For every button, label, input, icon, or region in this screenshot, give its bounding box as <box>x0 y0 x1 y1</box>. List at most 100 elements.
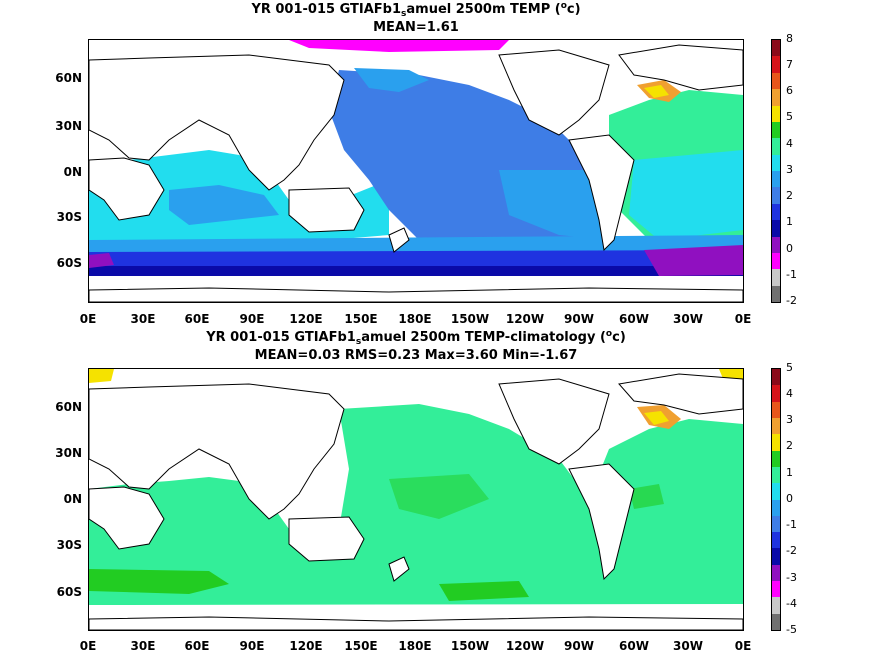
panel2-colorbar-label: 1 <box>786 466 793 479</box>
panel1-x-label: 180E <box>398 312 432 326</box>
panel1-y-label: 60N <box>55 71 82 85</box>
panel1-x-label: 60W <box>619 312 649 326</box>
panel1-x-label: 0E <box>734 312 752 326</box>
colorbar-segment <box>772 548 780 565</box>
panel1-y-label: 0N <box>63 165 82 179</box>
colorbar-segment <box>772 515 780 533</box>
colorbar-segment <box>772 401 780 418</box>
colorbar-segment <box>772 171 780 188</box>
panel1-x-label: 150W <box>450 312 490 326</box>
colorbar-segment <box>772 220 780 237</box>
panel2-x-label: 0E <box>79 639 97 653</box>
panel1-colorbar-label: 7 <box>786 58 793 71</box>
panel2-colorbar-label: 5 <box>786 361 793 374</box>
colorbar-segment <box>772 581 780 598</box>
panel2-x-label: 120E <box>289 639 323 653</box>
colorbar-segment <box>772 597 780 614</box>
panel1-x-label: 90E <box>239 312 265 326</box>
panel2-x-label: 120W <box>505 639 545 653</box>
colorbar-segment <box>772 385 780 402</box>
colorbar-segment <box>772 532 780 549</box>
colorbar-segment <box>772 417 780 435</box>
colorbar-segment <box>772 121 780 139</box>
colorbar-segment <box>772 285 780 302</box>
panel2-x-label: 180E <box>398 639 432 653</box>
panel2-x-label: 60W <box>619 639 649 653</box>
panel1-colorbar-label: -2 <box>786 294 797 307</box>
colorbar-segment <box>772 89 780 106</box>
colorbar-segment <box>772 269 780 286</box>
colorbar-segment <box>772 466 780 484</box>
panel1-y-label: 30S <box>56 210 82 224</box>
panel2-x-label: 150W <box>450 639 490 653</box>
colorbar-segment <box>772 450 780 467</box>
panel2-colorbar-label: -3 <box>786 571 797 584</box>
panel1-x-label: 90W <box>564 312 594 326</box>
panel2-y-label: 0N <box>63 492 82 506</box>
panel1-x-label: 60E <box>184 312 210 326</box>
panel1-colorbar-label: 6 <box>786 84 793 97</box>
panel1-x-label: 120W <box>505 312 545 326</box>
panel2-map-field <box>89 369 743 630</box>
panel1-x-label: 0E <box>79 312 97 326</box>
panel2-x-label: 90E <box>239 639 265 653</box>
colorbar-segment <box>772 434 780 451</box>
panel2-x-label: 60E <box>184 639 210 653</box>
panel1-colorbar-label: 3 <box>786 163 793 176</box>
panel2-x-label: 30E <box>130 639 156 653</box>
colorbar-segment <box>772 483 780 500</box>
panel2-x-label: 30W <box>673 639 703 653</box>
panel2-colorbar-label: 0 <box>786 492 793 505</box>
panel2-y-label: 60S <box>56 585 82 599</box>
panel1-map-field <box>89 40 743 302</box>
panel2-colorbar <box>771 368 781 631</box>
panel2-y-label: 60N <box>55 400 82 414</box>
panel2-map <box>88 368 744 631</box>
panel1-colorbar-label: 5 <box>786 110 793 123</box>
colorbar-segment <box>772 72 780 90</box>
colorbar-segment <box>772 187 780 204</box>
colorbar-segment <box>772 564 780 582</box>
colorbar-segment <box>772 369 780 386</box>
panel1-colorbar-label: 2 <box>786 189 793 202</box>
colorbar-segment <box>772 236 780 253</box>
panel1-title: YR 001-015 GTIAFb1samuel 2500m TEMP (oc) <box>251 1 581 19</box>
colorbar-segment <box>772 138 780 155</box>
panel2-colorbar-label: -2 <box>786 544 797 557</box>
colorbar-segment <box>772 203 780 221</box>
panel1-y-label: 30N <box>55 119 82 133</box>
colorbar-segment <box>772 56 780 73</box>
panel2-y-label: 30N <box>55 446 82 460</box>
panel2-x-label: 150E <box>344 639 378 653</box>
panel2-colorbar-label: -4 <box>786 597 797 610</box>
panel2-x-label: 0E <box>734 639 752 653</box>
panel1-colorbar-label: -1 <box>786 268 797 281</box>
panel2-y-label: 30S <box>56 538 82 552</box>
panel1-x-label: 30W <box>673 312 703 326</box>
panel1-x-label: 30E <box>130 312 156 326</box>
colorbar-segment <box>772 499 780 516</box>
panel1-x-label: 120E <box>289 312 323 326</box>
panel2-title: YR 001-015 GTIAFb1samuel 2500m TEMP-clim… <box>206 329 626 347</box>
panel1-y-label: 60S <box>56 256 82 270</box>
panel1-map <box>88 39 744 303</box>
panel1-colorbar <box>771 39 781 303</box>
colorbar-segment <box>772 40 780 57</box>
panel2-colorbar-label: -5 <box>786 623 797 636</box>
panel1-x-label: 150E <box>344 312 378 326</box>
colorbar-segment <box>772 252 780 270</box>
colorbar-segment <box>772 105 780 122</box>
panel1-stats: MEAN=1.61 <box>373 20 459 35</box>
panel1-colorbar-label: 0 <box>786 242 793 255</box>
panel2-stats: MEAN=0.03 RMS=0.23 Max=3.60 Min=-1.67 <box>254 348 578 363</box>
panel2-colorbar-label: 3 <box>786 413 793 426</box>
colorbar-segment <box>772 613 780 630</box>
colorbar-segment <box>772 154 780 171</box>
panel1-colorbar-label: 4 <box>786 137 793 150</box>
panel1-colorbar-label: 1 <box>786 215 793 228</box>
panel1-colorbar-label: 8 <box>786 32 793 45</box>
panel2-colorbar-label: 4 <box>786 387 793 400</box>
panel2-colorbar-label: -1 <box>786 518 797 531</box>
panel2-x-label: 90W <box>564 639 594 653</box>
panel2-colorbar-label: 2 <box>786 439 793 452</box>
